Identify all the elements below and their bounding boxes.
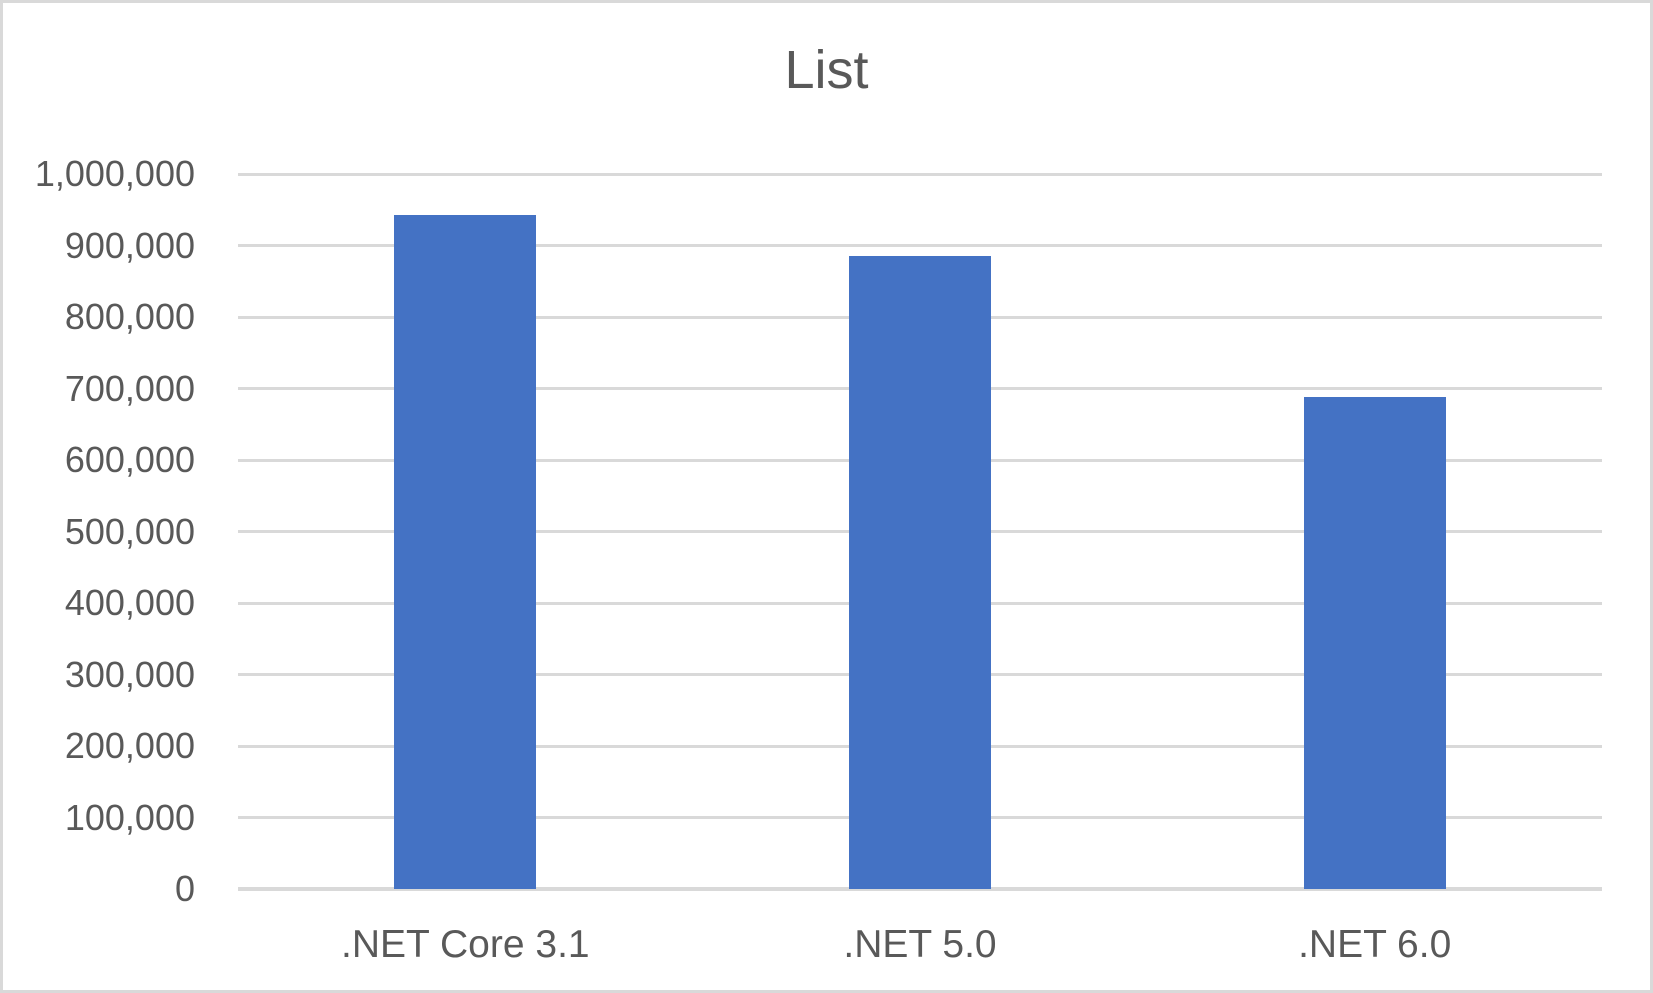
chart-body: 0 100,000 200,000 300,000 400,000 500,000 600,… [3,156,1650,964]
y-tick-label: 900,000 [64,224,195,266]
x-tick-label: .NET 6.0 [1298,923,1452,966]
y-tick-label: 700,000 [64,367,195,409]
bar-.net-6.0 [1303,397,1446,889]
plot-area [238,172,1602,891]
gridline [238,172,1602,176]
bar-.net-core-3.1 [394,214,537,889]
y-tick-label: 600,000 [64,439,195,480]
y-tick-label: 400,000 [64,582,195,623]
y-tick-label: 200,000 [64,725,195,766]
bar-slot [693,174,1148,889]
y-tick-label: 0 [174,868,195,909]
y-axis: 0 100,000 200,000 300,000 400,000 500,000 600,… [3,156,238,907]
y-tick-label: 500,000 [64,510,195,552]
y-tick-label: 1,000,000 [34,153,195,194]
y-tick-label: 100,000 [64,796,195,838]
y-tick-label: 800,000 [64,296,195,337]
x-axis-line [238,887,1602,891]
y-tick-label: 300,000 [64,653,195,695]
bar-slot [238,174,693,889]
plot-column: .NET Core 3.1 .NET 5.0 .NET 6.0 [238,172,1602,964]
x-tick-label: .NET 5.0 [843,923,997,966]
chart-title: List [784,40,869,100]
bar-slot [1147,174,1602,889]
x-axis-labels: .NET Core 3.1 .NET 5.0 .NET 6.0 [238,925,1602,964]
x-tick-label: .NET Core 3.1 [341,923,590,966]
bar-.net-5.0 [849,255,991,889]
gridline [238,244,1602,247]
bars [238,174,1602,889]
